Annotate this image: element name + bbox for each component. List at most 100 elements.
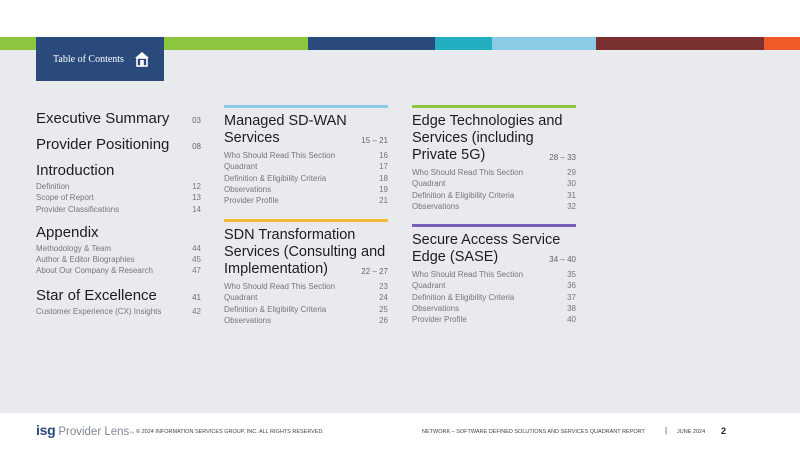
box-title-block[interactable]: Edge Technologies and Services (includin… — [412, 113, 576, 164]
report-title: NETWORK – SOFTWARE DEFINED SOLUTIONS AND… — [422, 429, 645, 435]
item-label[interactable]: Who Should Read This Section — [412, 168, 524, 177]
list-item[interactable]: Observations 32 — [412, 201, 576, 212]
list-item[interactable]: Author & Editor Biographies 45 — [36, 254, 201, 265]
section-title[interactable]: Introduction — [36, 162, 115, 179]
section-rule — [412, 224, 576, 227]
item-label[interactable]: Observations — [412, 201, 460, 211]
section-page: 08 — [192, 142, 201, 151]
box-title-line[interactable]: Services (Consulting and — [224, 244, 386, 260]
item-label[interactable]: Definition & Eligibility Criteria — [412, 190, 515, 200]
item-label[interactable]: Methodology & Team — [36, 243, 112, 253]
item-label[interactable]: Definition & Eligibility Criteria — [224, 173, 327, 183]
section-rule — [224, 105, 388, 108]
item-label[interactable]: About Our Company & Research — [36, 266, 153, 276]
item-page: 18 — [379, 173, 388, 183]
list-item[interactable]: Methodology & Team 44 — [36, 243, 201, 254]
home-icon[interactable] — [135, 51, 149, 67]
box-title-line[interactable]: Managed SD-WAN — [224, 113, 347, 129]
item-page: 42 — [192, 306, 201, 316]
list-item[interactable]: Definition & Eligibility Criteria 18 — [224, 173, 388, 184]
list-item[interactable]: Who Should Read This Section 23 — [224, 281, 388, 292]
item-label[interactable]: Scope of Report — [36, 193, 94, 203]
item-label[interactable]: Quadrant — [224, 162, 258, 172]
list-item[interactable]: Who Should Read This Section 35 — [412, 269, 576, 280]
box-title-line[interactable]: Private 5G) — [412, 147, 486, 163]
item-label[interactable]: Quadrant — [224, 293, 258, 303]
item-label[interactable]: Provider Classifications — [36, 204, 120, 214]
list-item[interactable]: Customer Experience (CX) Insights 42 — [36, 306, 201, 317]
list-item[interactable]: Definition & Eligibility Criteria 25 — [224, 304, 388, 315]
box-title-block[interactable]: Secure Access Service Edge (SASE) 34 – 4… — [412, 232, 576, 266]
box-title-line[interactable]: Services (including — [412, 130, 534, 146]
item-label[interactable]: Definition — [36, 182, 70, 191]
footer-separator: | — [665, 426, 668, 435]
list-item[interactable]: Who Should Read This Section 29 — [412, 167, 576, 178]
item-page: 36 — [567, 281, 576, 291]
isg-provider-lens-logo: isg Provider Lens ™ — [36, 422, 134, 438]
list-item[interactable]: Quadrant 17 — [224, 161, 388, 172]
item-label[interactable]: Who Should Read This Section — [224, 282, 336, 291]
section-title[interactable]: Provider Positioning — [36, 136, 170, 153]
box-title-block[interactable]: SDN Transformation Services (Consulting … — [224, 227, 388, 278]
box-title-line[interactable]: Edge Technologies and — [412, 113, 563, 129]
section-rule — [412, 105, 576, 108]
box-title-line[interactable]: Edge (SASE) — [412, 249, 499, 265]
toc-executive-summary[interactable]: Executive Summary 03 — [36, 110, 201, 127]
section-title[interactable]: Star of Excellence — [36, 286, 157, 304]
list-item[interactable]: Provider Profile 21 — [224, 195, 388, 206]
item-label[interactable]: Definition & Eligibility Criteria — [412, 292, 515, 302]
page-range: 22 – 27 — [361, 267, 388, 276]
list-item[interactable]: Provider Profile 40 — [412, 314, 576, 325]
item-page: 21 — [379, 196, 388, 206]
box-title-block[interactable]: Managed SD-WAN Services 15 – 21 — [224, 113, 388, 147]
stripe-orange — [764, 37, 800, 50]
item-label[interactable]: Observations — [224, 184, 272, 194]
item-label[interactable]: Observations — [224, 315, 272, 325]
item-page: 35 — [567, 270, 576, 279]
box-title-line[interactable]: Services — [224, 130, 280, 146]
table-of-contents-tab[interactable]: Table of Contents — [36, 37, 164, 81]
item-page: 44 — [192, 243, 201, 253]
item-label[interactable]: Who Should Read This Section — [412, 270, 524, 279]
toc-sdn-transformation: SDN Transformation Services (Consulting … — [224, 219, 388, 326]
item-page: 47 — [192, 266, 201, 276]
list-item[interactable]: Definition 12 — [36, 181, 201, 192]
section-page: 41 — [192, 292, 201, 302]
list-item[interactable]: Observations 38 — [412, 303, 576, 314]
list-item[interactable]: Provider Classifications 14 — [36, 204, 201, 215]
item-label[interactable]: Quadrant — [412, 281, 446, 291]
section-title[interactable]: Appendix — [36, 223, 99, 241]
list-item[interactable]: Scope of Report 13 — [36, 192, 201, 203]
list-item[interactable]: Observations 19 — [224, 184, 388, 195]
list-item[interactable]: Quadrant 36 — [412, 280, 576, 291]
item-label[interactable]: Who Should Read This Section — [224, 151, 336, 160]
item-page: 45 — [192, 255, 201, 265]
item-label[interactable]: Customer Experience (CX) Insights — [36, 306, 162, 316]
box-title-line[interactable]: SDN Transformation — [224, 227, 356, 243]
list-item[interactable]: Quadrant 30 — [412, 178, 576, 189]
list-item[interactable]: About Our Company & Research 47 — [36, 265, 201, 276]
toc-sase: Secure Access Service Edge (SASE) 34 – 4… — [412, 224, 576, 325]
page-range: 15 – 21 — [361, 136, 388, 145]
list-item[interactable]: Definition & Eligibility Criteria 31 — [412, 190, 576, 201]
list-item[interactable]: Who Should Read This Section 16 — [224, 150, 388, 161]
box-title-line[interactable]: Secure Access Service — [412, 232, 561, 248]
item-page: 38 — [567, 303, 576, 313]
item-label[interactable]: Provider Profile — [412, 315, 467, 325]
box-title-line[interactable]: Implementation) — [224, 261, 328, 277]
report-date: JUNE 2024 — [677, 429, 706, 435]
item-label[interactable]: Definition & Eligibility Criteria — [224, 304, 327, 314]
toc-provider-positioning[interactable]: Provider Positioning 08 — [36, 136, 201, 153]
section-title[interactable]: Executive Summary — [36, 110, 170, 127]
list-item[interactable]: Observations 26 — [224, 315, 388, 326]
list-item[interactable]: Definition & Eligibility Criteria 37 — [412, 292, 576, 303]
item-page: 24 — [379, 293, 388, 303]
list-item[interactable]: Quadrant 24 — [224, 292, 388, 303]
item-label[interactable]: Author & Editor Biographies — [36, 255, 135, 265]
item-label[interactable]: Quadrant — [412, 179, 446, 189]
stripe-teal — [435, 37, 492, 50]
item-label[interactable]: Provider Profile — [224, 196, 279, 206]
item-page: 25 — [379, 304, 388, 314]
page-number: 2 — [721, 426, 727, 436]
item-label[interactable]: Observations — [412, 303, 460, 313]
